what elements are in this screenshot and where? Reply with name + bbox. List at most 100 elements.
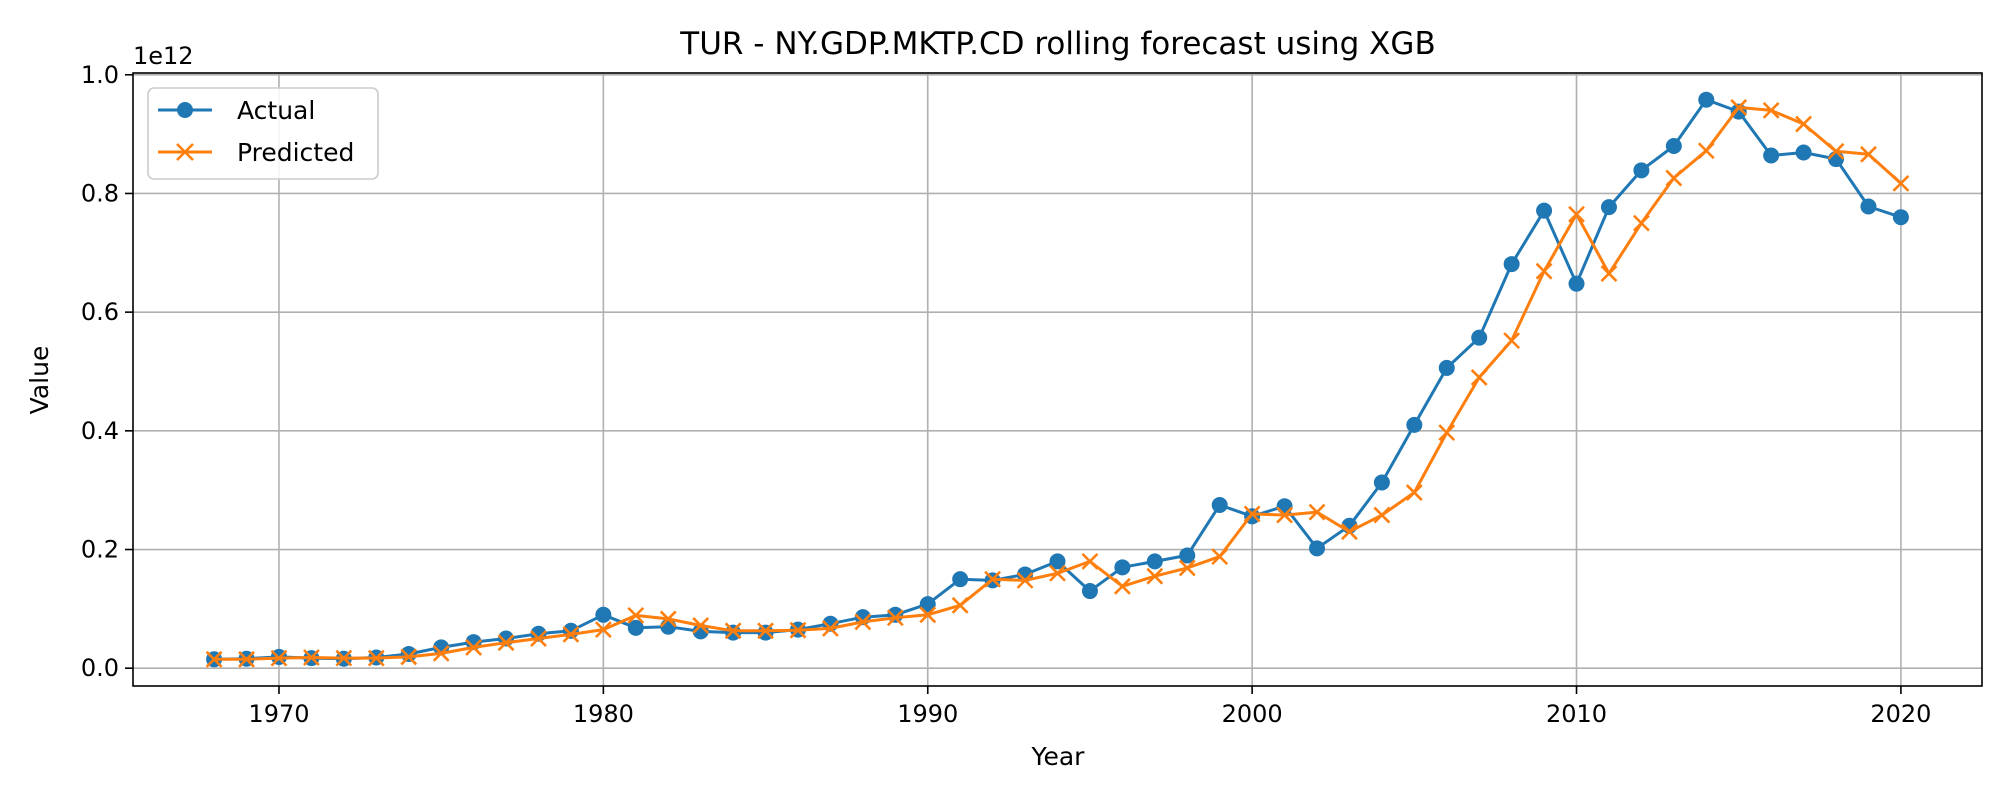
- series-predicted: [205, 98, 1910, 668]
- predicted-point: [1665, 169, 1683, 187]
- predicted-point: [432, 644, 450, 662]
- predicted-point: [1276, 506, 1293, 524]
- actual-point: [595, 606, 612, 623]
- actual-point: [1665, 137, 1682, 154]
- actual-point: [1211, 497, 1228, 514]
- legend: Actual Predicted: [147, 87, 379, 180]
- x-tick-label: 1970: [248, 700, 309, 728]
- actual-point: [1600, 199, 1617, 216]
- predicted-point: [1341, 523, 1358, 541]
- actual-point: [1373, 474, 1390, 491]
- actual-point: [1828, 151, 1845, 168]
- predicted-point: [822, 620, 839, 637]
- x-tick-label: 2000: [1222, 700, 1283, 728]
- predicted-point: [886, 609, 904, 627]
- x-tick-label: 1980: [573, 700, 634, 728]
- actual-point: [952, 571, 969, 588]
- predicted-point: [692, 617, 710, 634]
- y-tick-label: 0.4: [81, 417, 119, 445]
- series-actual: [206, 91, 1909, 668]
- predicted-point: [1016, 571, 1034, 589]
- actual-point: [1698, 91, 1715, 108]
- actual-point: [1536, 202, 1553, 219]
- actual-point: [1276, 498, 1293, 515]
- x-tick-label: 1990: [897, 700, 958, 728]
- predicted-point: [789, 621, 807, 639]
- predicted-point: [465, 639, 483, 656]
- actual-point: [1179, 547, 1196, 564]
- y-tick-label: 0.2: [81, 536, 119, 564]
- predicted-point: [1795, 115, 1813, 133]
- chart-title: TUR - NY.GDP.MKTP.CD rolling forecast us…: [679, 26, 1435, 62]
- predicted-point: [1178, 559, 1196, 577]
- actual-point: [1633, 162, 1650, 179]
- predicted-point: [497, 634, 515, 652]
- legend-actual-marker: [177, 102, 193, 118]
- actual-point: [1309, 540, 1326, 557]
- predicted-point: [1697, 142, 1715, 160]
- actual-point: [1081, 583, 1098, 600]
- predicted-point: [724, 622, 742, 640]
- x-axis-label: Year: [1031, 742, 1086, 771]
- predicted-point: [1827, 142, 1845, 160]
- predicted-point: [659, 610, 677, 628]
- predicted-point: [530, 630, 547, 647]
- actual-line: [214, 98, 1902, 661]
- actual-point: [1568, 275, 1585, 292]
- predicted-point: [1049, 564, 1066, 582]
- actual-point: [1471, 329, 1488, 346]
- actual-point: [1146, 553, 1163, 570]
- predicted-point: [984, 570, 1002, 588]
- y-axis-label: Value: [25, 346, 54, 415]
- predicted-point: [367, 649, 385, 667]
- predicted-point: [1892, 174, 1910, 192]
- x-tick-label: 2020: [1870, 700, 1931, 728]
- predicted-point: [400, 648, 418, 666]
- predicted-point: [1632, 214, 1650, 232]
- predicted-point: [335, 649, 353, 667]
- predicted-point: [1762, 101, 1780, 119]
- predicted-point: [951, 596, 969, 614]
- actual-point: [1763, 147, 1780, 164]
- predicted-point: [1600, 265, 1618, 282]
- actual-point: [1406, 416, 1423, 433]
- actual-point: [887, 606, 904, 623]
- predicted-point: [1373, 506, 1391, 524]
- y-tick-label: 0.6: [81, 298, 119, 326]
- actual-point: [1114, 559, 1131, 576]
- predicted-point: [205, 650, 223, 668]
- series-layer: [205, 91, 1910, 668]
- legend-predicted-marker: [176, 143, 194, 161]
- predicted-point: [854, 613, 872, 631]
- predicted-point: [1730, 98, 1748, 116]
- predicted-point: [1568, 205, 1585, 223]
- actual-point: [919, 596, 936, 613]
- predicted-point: [270, 649, 288, 667]
- actual-point: [1892, 209, 1909, 226]
- predicted-line: [214, 105, 1902, 661]
- predicted-point: [1503, 332, 1521, 350]
- predicted-point: [1535, 262, 1553, 280]
- predicted-point: [1081, 552, 1099, 570]
- predicted-point: [1405, 484, 1423, 501]
- predicted-point: [627, 606, 645, 624]
- predicted-point: [919, 606, 937, 624]
- grid-lines: [133, 73, 1982, 686]
- predicted-point: [1860, 145, 1877, 163]
- legend-actual-label: Actual: [237, 96, 315, 125]
- actual-point: [1503, 256, 1520, 273]
- axis-ticks: 1970 1980 1990 2000 2010 2020 0.0 0.2 0.4 0.6 0.8 1…: [81, 61, 1932, 728]
- y-tick-label: 0.8: [81, 179, 119, 207]
- y-axis-offset-label: 1e12: [133, 42, 194, 70]
- y-tick-label: 0.0: [81, 654, 119, 682]
- actual-point: [1049, 553, 1066, 570]
- predicted-point: [1438, 424, 1456, 442]
- actual-point: [1860, 198, 1877, 215]
- actual-point: [627, 619, 644, 636]
- predicted-point: [1470, 369, 1488, 386]
- actual-point: [400, 645, 417, 662]
- actual-point: [1795, 144, 1812, 161]
- legend-predicted-label: Predicted: [237, 138, 354, 167]
- y-tick-label: 1.0: [81, 61, 119, 89]
- predicted-point: [1308, 503, 1326, 521]
